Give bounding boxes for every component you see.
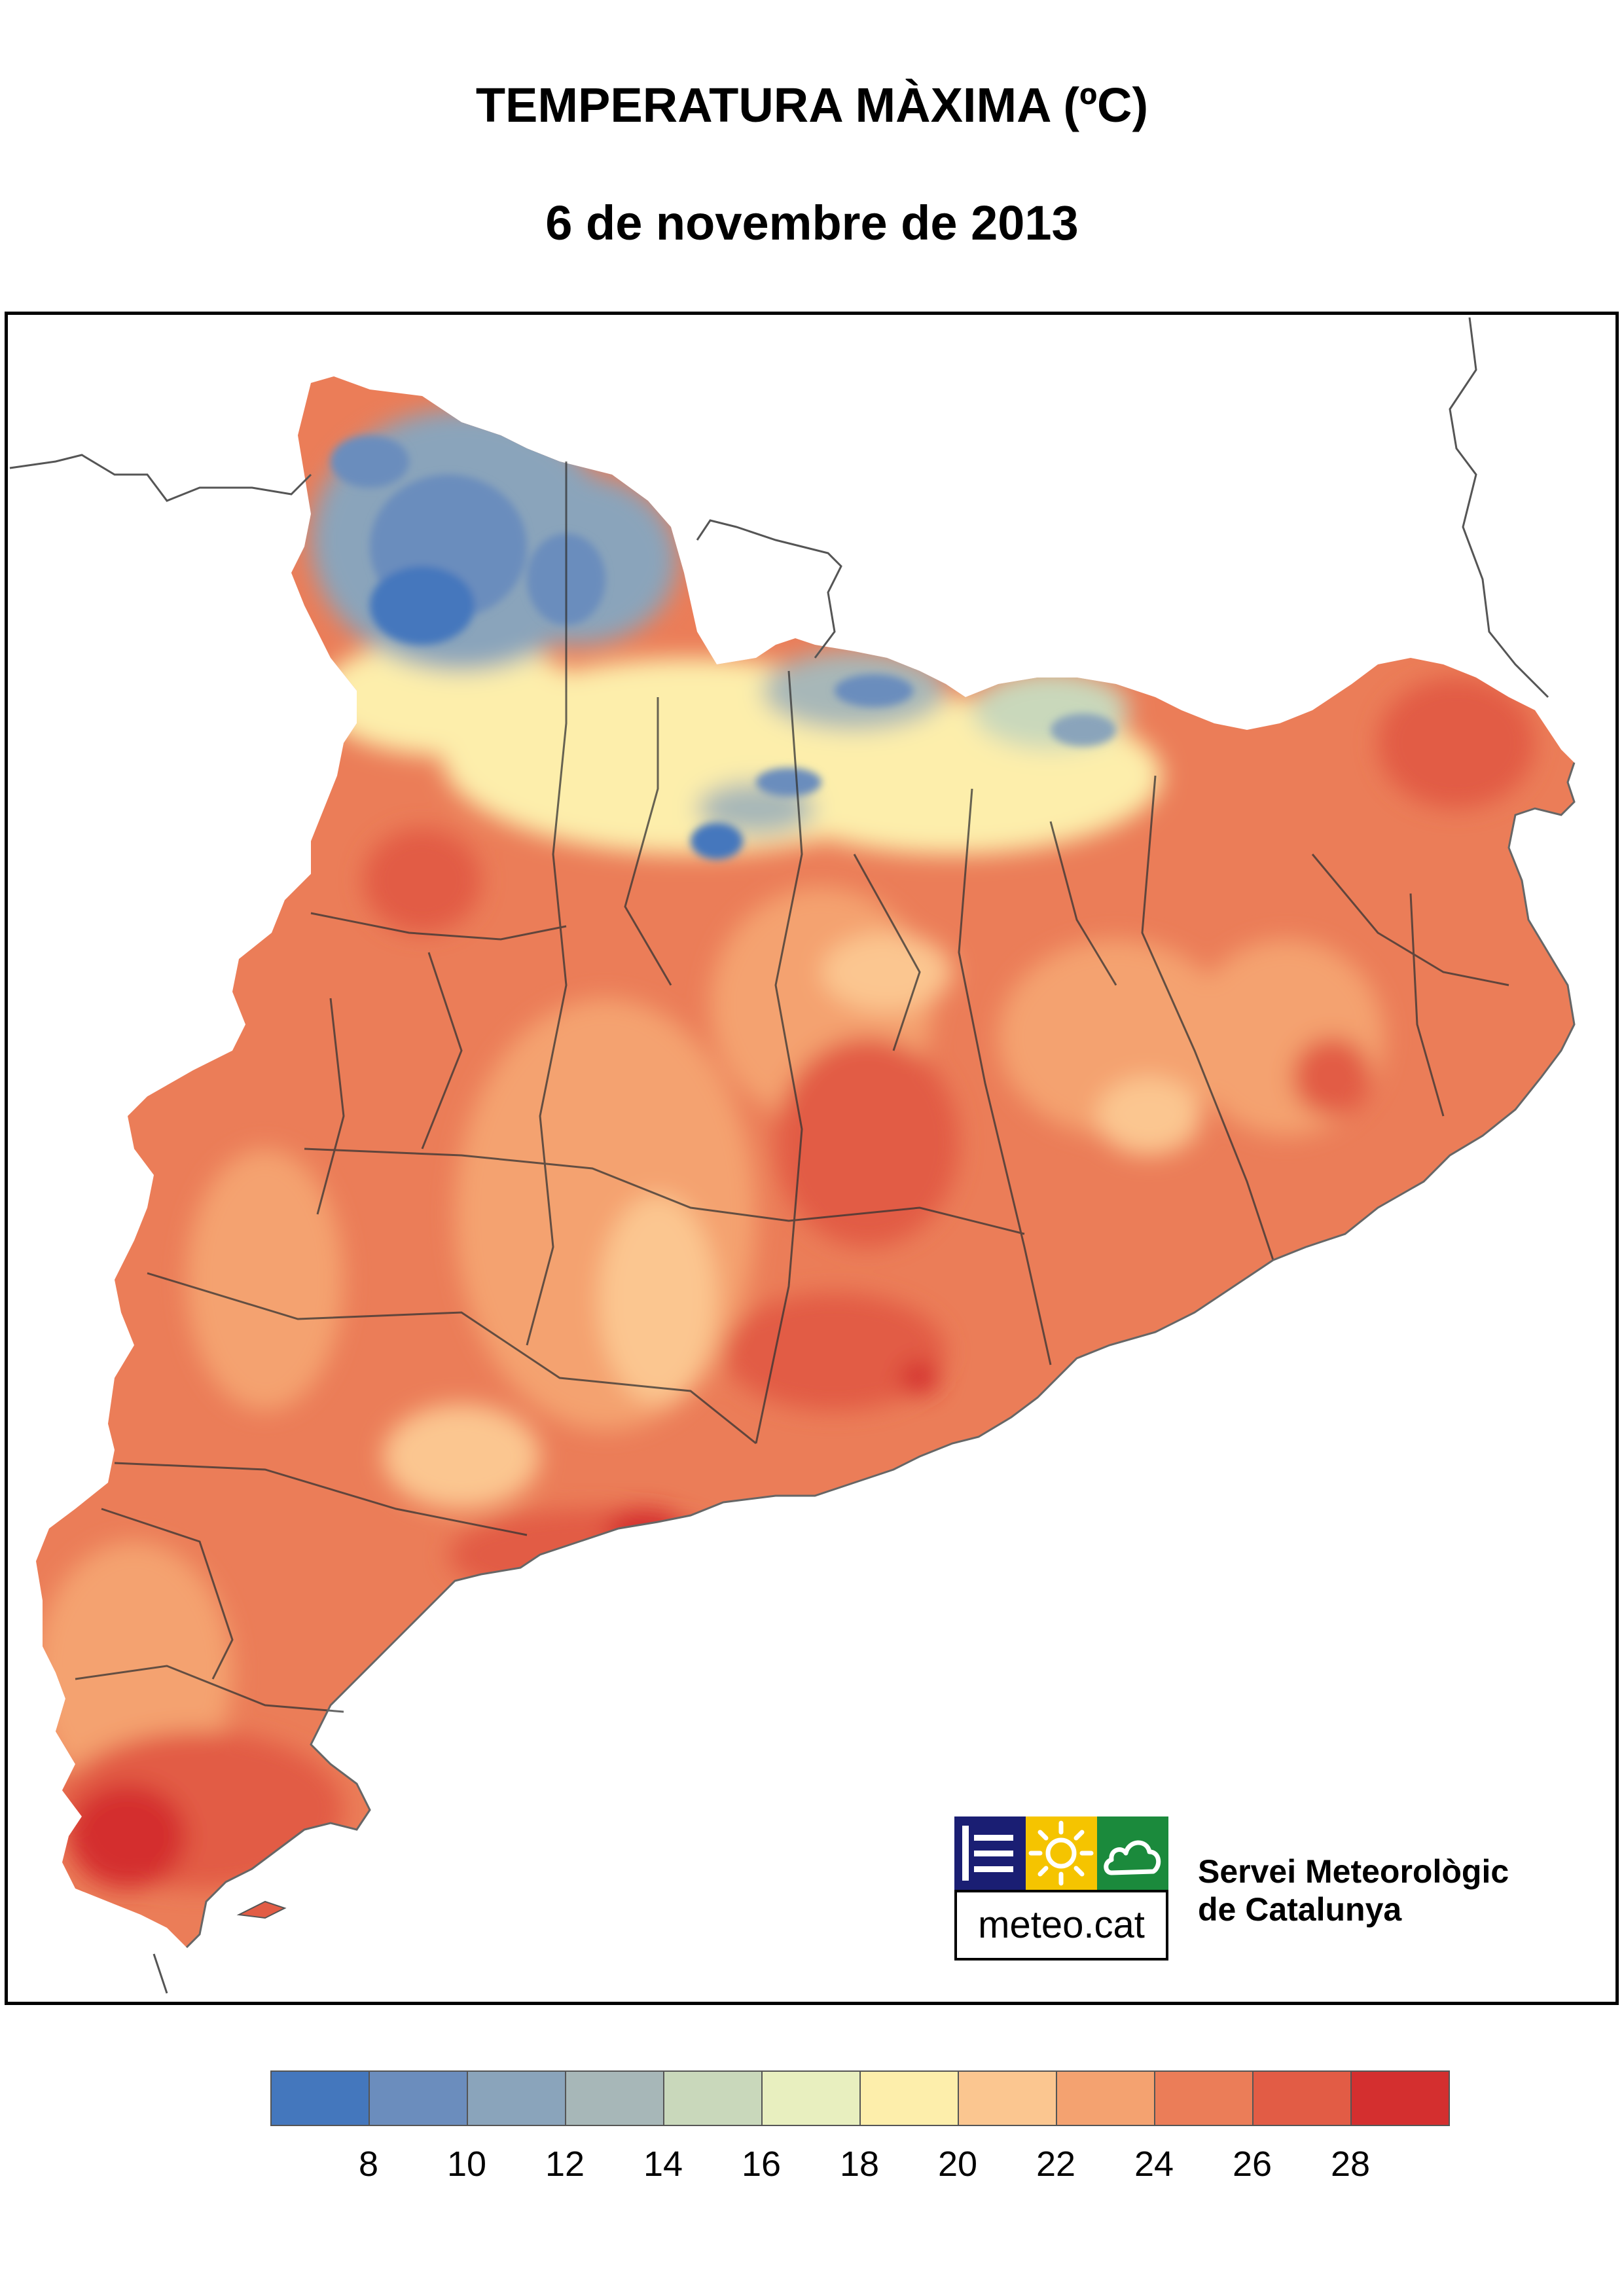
temperature-map bbox=[9, 317, 1576, 1994]
map-date: 6 de novembre de 2013 bbox=[545, 196, 1079, 250]
legend-color-box bbox=[1350, 2070, 1450, 2126]
legend-color-box bbox=[565, 2070, 664, 2126]
legend-tick-label: 18 bbox=[839, 2144, 880, 2184]
legend-color-box bbox=[1056, 2070, 1155, 2126]
legend-color-box bbox=[467, 2070, 566, 2126]
legend-color-box bbox=[1154, 2070, 1254, 2126]
legend-tick-label: 16 bbox=[741, 2144, 782, 2184]
organization-name: Servei Meteorològic de Catalunya bbox=[1198, 1852, 1509, 1928]
map-frame bbox=[5, 312, 1619, 2005]
legend-tick-label: 24 bbox=[1134, 2144, 1174, 2184]
logo-text: meteo.cat bbox=[954, 1890, 1168, 1961]
legend-color-box bbox=[369, 2070, 468, 2126]
legend-tick-label: 26 bbox=[1232, 2144, 1272, 2184]
legend-tick-label: 22 bbox=[1036, 2144, 1076, 2184]
legend-color-box bbox=[761, 2070, 861, 2126]
legend-color-box bbox=[859, 2070, 959, 2126]
meteocat-logo[interactable]: meteo.cat bbox=[954, 1816, 1168, 1961]
legend-tick-label: 28 bbox=[1330, 2144, 1371, 2184]
legend-tick-label: 8 bbox=[358, 2144, 379, 2184]
color-scale-legend bbox=[270, 2070, 1450, 2126]
cloud-icon bbox=[1097, 1816, 1168, 1890]
legend-tick-label: 20 bbox=[937, 2144, 978, 2184]
waves-icon bbox=[954, 1816, 1026, 1890]
legend-color-box bbox=[270, 2070, 370, 2126]
legend-tick-label: 10 bbox=[446, 2144, 487, 2184]
legend-color-box bbox=[958, 2070, 1057, 2126]
legend-color-box bbox=[663, 2070, 763, 2126]
legend-color-box bbox=[1252, 2070, 1352, 2126]
map-title: TEMPERATURA MÀXIMA (ºC) bbox=[475, 78, 1149, 132]
sun-icon bbox=[1026, 1816, 1097, 1890]
legend-tick-label: 14 bbox=[643, 2144, 683, 2184]
legend-tick-label: 12 bbox=[545, 2144, 585, 2184]
organization-line1: Servei Meteorològic bbox=[1198, 1853, 1509, 1890]
organization-line2: de Catalunya bbox=[1198, 1891, 1402, 1928]
